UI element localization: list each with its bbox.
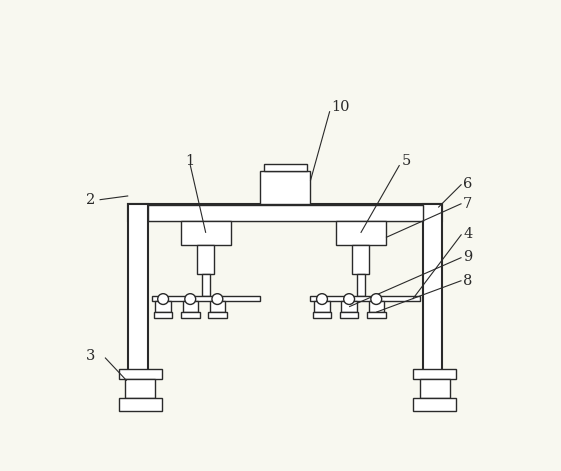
Circle shape <box>185 294 196 304</box>
Bar <box>264 164 306 171</box>
Text: 8: 8 <box>463 274 472 288</box>
Bar <box>154 312 172 317</box>
Text: 6: 6 <box>463 178 472 191</box>
Bar <box>208 312 227 317</box>
Bar <box>260 171 310 203</box>
Bar <box>314 301 330 312</box>
Bar <box>413 369 456 379</box>
Bar <box>413 398 456 412</box>
Bar <box>210 301 225 312</box>
Bar <box>125 379 155 398</box>
Bar <box>312 312 332 317</box>
Text: 3: 3 <box>86 349 95 363</box>
Bar <box>155 301 171 312</box>
Bar <box>310 296 420 301</box>
Bar <box>181 312 200 317</box>
Circle shape <box>371 294 381 304</box>
Bar <box>151 296 260 301</box>
Bar <box>119 398 162 412</box>
Text: 7: 7 <box>463 196 472 211</box>
Bar <box>352 245 369 275</box>
Bar <box>342 301 357 312</box>
Bar <box>335 220 386 245</box>
Bar <box>181 220 231 245</box>
Circle shape <box>316 294 328 304</box>
Bar <box>367 312 385 317</box>
Bar <box>423 203 442 377</box>
Text: 1: 1 <box>185 154 194 168</box>
Bar <box>128 203 442 220</box>
Text: 4: 4 <box>463 227 472 242</box>
Bar <box>128 203 148 377</box>
Bar <box>202 275 210 296</box>
Circle shape <box>344 294 355 304</box>
Bar <box>420 379 450 398</box>
Text: 9: 9 <box>463 251 472 265</box>
Bar <box>340 312 358 317</box>
Text: 2: 2 <box>86 193 95 207</box>
Bar <box>182 301 198 312</box>
Circle shape <box>212 294 223 304</box>
Bar <box>119 369 162 379</box>
Bar <box>197 245 214 275</box>
Bar <box>369 301 384 312</box>
Bar <box>357 275 365 296</box>
Circle shape <box>158 294 168 304</box>
Text: 10: 10 <box>332 100 350 114</box>
Bar <box>148 205 423 220</box>
Text: 5: 5 <box>402 154 411 168</box>
